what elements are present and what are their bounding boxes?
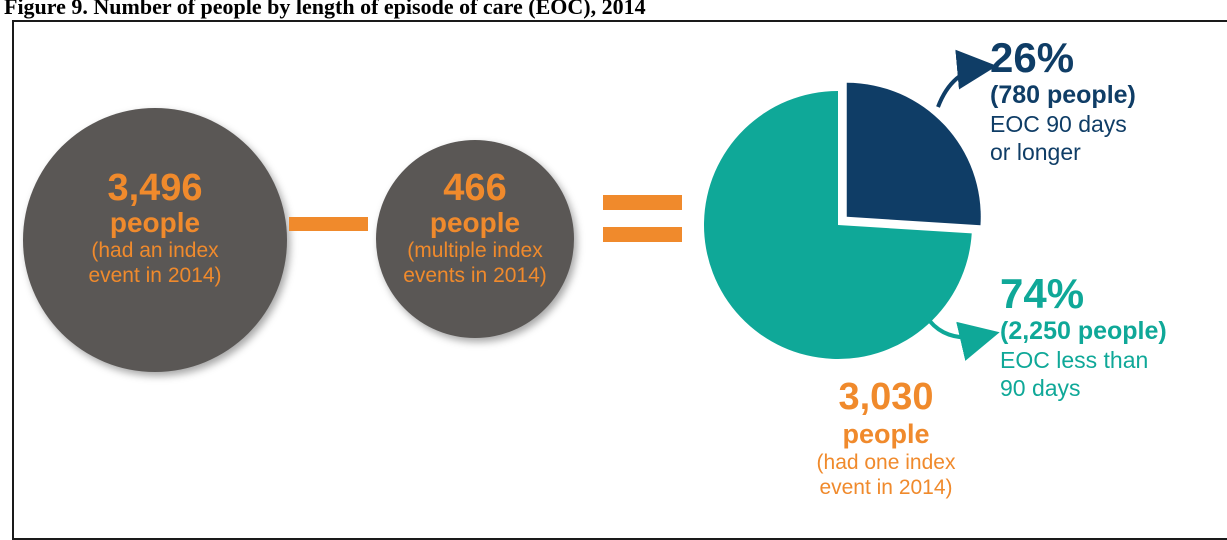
result-people-word: people xyxy=(842,419,930,449)
result-people-number: 3,030 xyxy=(838,376,934,418)
arrow-long-eoc xyxy=(936,49,997,108)
total-people-circle xyxy=(23,108,287,372)
multiple-events-number: 466 xyxy=(443,167,507,209)
pie-slice-long-eoc xyxy=(846,82,981,226)
long-eoc-label: 26% (780 people) EOC 90 days or longer xyxy=(990,36,1136,166)
minus-operator xyxy=(289,217,368,231)
multiple-events-desc-line2: events in 2014) xyxy=(403,264,547,287)
short-eoc-desc-line1: EOC less than xyxy=(1000,347,1149,373)
short-eoc-label: 74% (2,250 people) EOC less than 90 days xyxy=(1000,272,1167,402)
total-people-word: people xyxy=(109,207,201,238)
equals-operator-top-bar xyxy=(603,195,682,210)
short-eoc-desc-line2: 90 days xyxy=(1000,375,1081,401)
multiple-events-desc-line1: (multiple index xyxy=(407,239,543,262)
eoc-pie-chart xyxy=(703,49,1000,361)
long-eoc-percent: 26% xyxy=(990,34,1075,81)
result-people-label: 3,030 people (had one index event in 201… xyxy=(752,376,1020,500)
figure-caption: Figure 9. Number of people by length of … xyxy=(4,0,646,19)
total-people-desc-line1: (had an index xyxy=(91,239,219,262)
equals-operator-bottom-bar xyxy=(603,227,682,242)
multiple-events-text: 466 people (multiple index events in 201… xyxy=(376,168,574,288)
total-people-number: 3,496 xyxy=(107,167,203,209)
result-people-desc-line2: event in 2014) xyxy=(819,476,953,499)
pie-slice-short-eoc xyxy=(703,91,972,360)
arrow-short-eoc xyxy=(924,314,1000,361)
result-people-desc-line1: (had one index xyxy=(816,451,956,474)
long-eoc-desc-line1: EOC 90 days xyxy=(990,111,1127,137)
total-people-desc-line2: event in 2014) xyxy=(88,264,222,287)
long-eoc-count: (780 people) xyxy=(990,81,1136,109)
multiple-events-circle xyxy=(376,140,574,338)
total-people-text: 3,496 people (had an index event in 2014… xyxy=(23,168,287,288)
multiple-events-word: people xyxy=(429,207,521,238)
short-eoc-count: (2,250 people) xyxy=(1000,317,1167,345)
long-eoc-desc-line2: or longer xyxy=(990,139,1081,165)
short-eoc-percent: 74% xyxy=(1000,270,1085,317)
